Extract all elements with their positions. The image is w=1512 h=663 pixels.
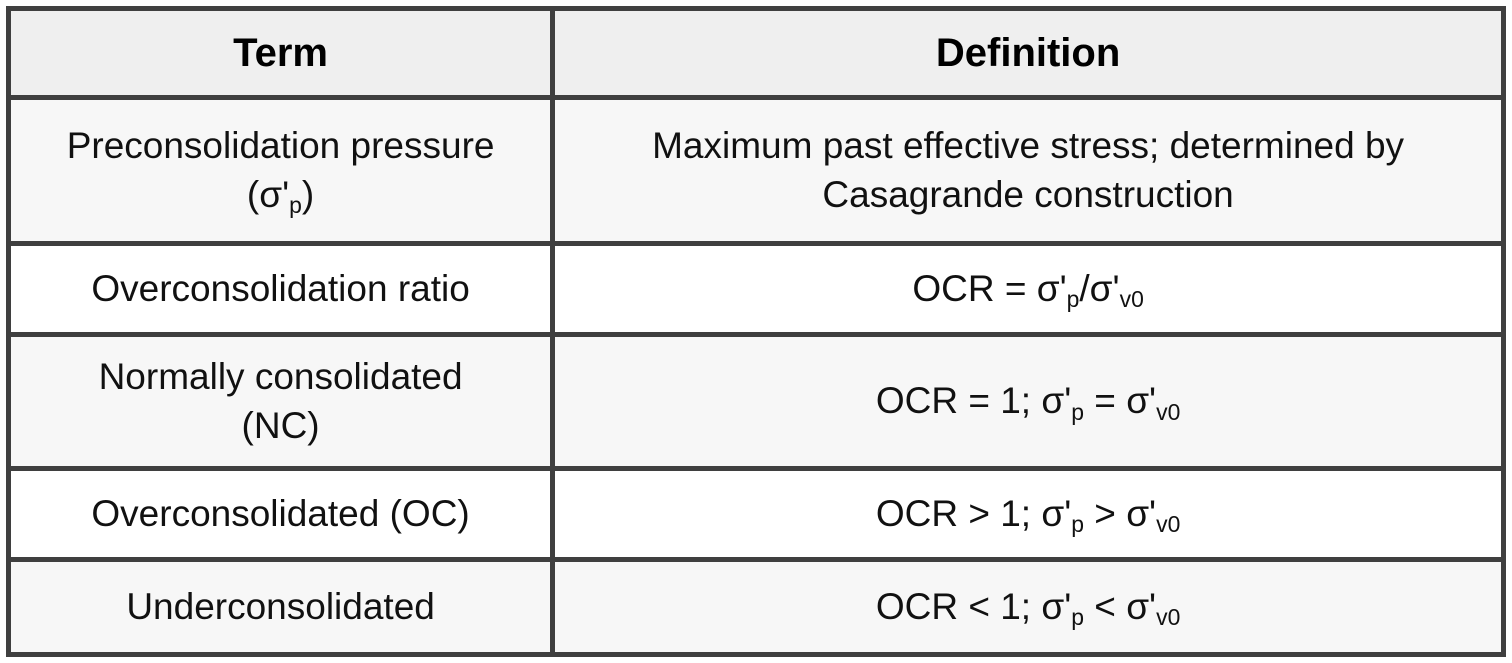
table-row: Normally consolidated (NC) OCR = 1; σ'p =… [5,332,1506,472]
term-cell: Preconsolidation pressure (σ'p) [5,94,556,247]
definition-cell: OCR > 1; σ'p > σ'v0 [550,466,1506,563]
definition-cell: Maximum past effective stress; determine… [550,94,1506,247]
definition-cell: OCR = 1; σ'p = σ'v0 [550,332,1506,472]
table-row: Preconsolidation pressure (σ'p) Maximum p… [5,94,1506,247]
table-row: Underconsolidated OCR < 1; σ'p < σ'v0 [5,557,1506,657]
table-row: Overconsolidation ratio OCR = σ'p/σ'v0 [5,241,1506,338]
definition-cell: OCR < 1; σ'p < σ'v0 [550,557,1506,657]
table-row: Overconsolidated (OC) OCR > 1; σ'p > σ'v0 [5,466,1506,563]
column-header-definition: Definition [550,6,1506,100]
term-cell: Normally consolidated (NC) [5,332,556,472]
term-cell: Underconsolidated [5,557,556,657]
definition-cell: OCR = σ'p/σ'v0 [550,241,1506,338]
header-row: Term Definition [5,6,1506,100]
term-cell: Overconsolidated (OC) [5,466,556,563]
table-header: Term Definition [5,6,1506,100]
column-header-term: Term [5,6,556,100]
definitions-table: Term Definition Preconsolidation pressur… [5,6,1506,657]
term-cell: Overconsolidation ratio [5,241,556,338]
table-body: Preconsolidation pressure (σ'p) Maximum p… [5,94,1506,657]
